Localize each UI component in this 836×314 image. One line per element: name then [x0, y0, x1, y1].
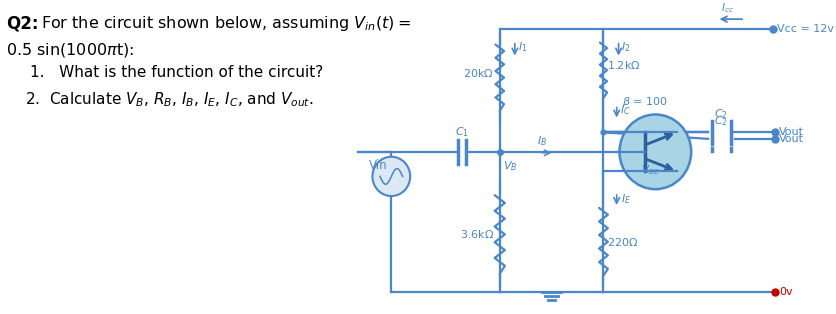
Text: Q2:: Q2:	[6, 14, 38, 32]
Text: $I_2$: $I_2$	[621, 40, 631, 54]
Text: Vout: Vout	[779, 134, 804, 144]
Text: $C_1$: $C_1$	[455, 125, 469, 139]
Text: $V_B$: $V_B$	[502, 160, 517, 173]
Text: 0.5 sin(1000$\pi$t):: 0.5 sin(1000$\pi$t):	[6, 41, 134, 59]
Text: Vcc = 12v: Vcc = 12v	[777, 24, 834, 34]
Text: $I_E$: $I_E$	[621, 192, 631, 206]
Text: $I_{cc}$: $I_{cc}$	[721, 1, 734, 15]
Text: Vout: Vout	[779, 127, 804, 138]
Text: 20k$\Omega$: 20k$\Omega$	[463, 67, 494, 79]
Circle shape	[373, 157, 410, 196]
Text: 220$\Omega$: 220$\Omega$	[607, 236, 639, 248]
Text: $\beta$ = 100: $\beta$ = 100	[622, 95, 668, 109]
Text: $I_1$: $I_1$	[517, 40, 528, 54]
Text: 0v: 0v	[779, 287, 793, 297]
Text: $V_{BE}$: $V_{BE}$	[641, 164, 660, 177]
Text: 3.6k$\Omega$: 3.6k$\Omega$	[460, 228, 494, 241]
Text: 2.  Calculate $V_B$, $R_B$, $I_B$, $I_E$, $I_C$, and $V_{out}$.: 2. Calculate $V_B$, $R_B$, $I_B$, $I_E$,…	[24, 90, 314, 109]
Text: 1.   What is the function of the circuit?: 1. What is the function of the circuit?	[30, 65, 324, 80]
Text: Vin: Vin	[369, 159, 387, 171]
Text: 1.2k$\Omega$: 1.2k$\Omega$	[607, 59, 640, 71]
Text: $I_C$: $I_C$	[619, 104, 630, 117]
Text: $C_2$: $C_2$	[715, 114, 728, 128]
Text: For the circuit shown below, assuming $V_{in}(t) =$: For the circuit shown below, assuming $V…	[42, 14, 411, 33]
Text: $C_2$: $C_2$	[715, 108, 728, 122]
Circle shape	[619, 115, 691, 189]
Text: $I_B$: $I_B$	[538, 134, 548, 148]
